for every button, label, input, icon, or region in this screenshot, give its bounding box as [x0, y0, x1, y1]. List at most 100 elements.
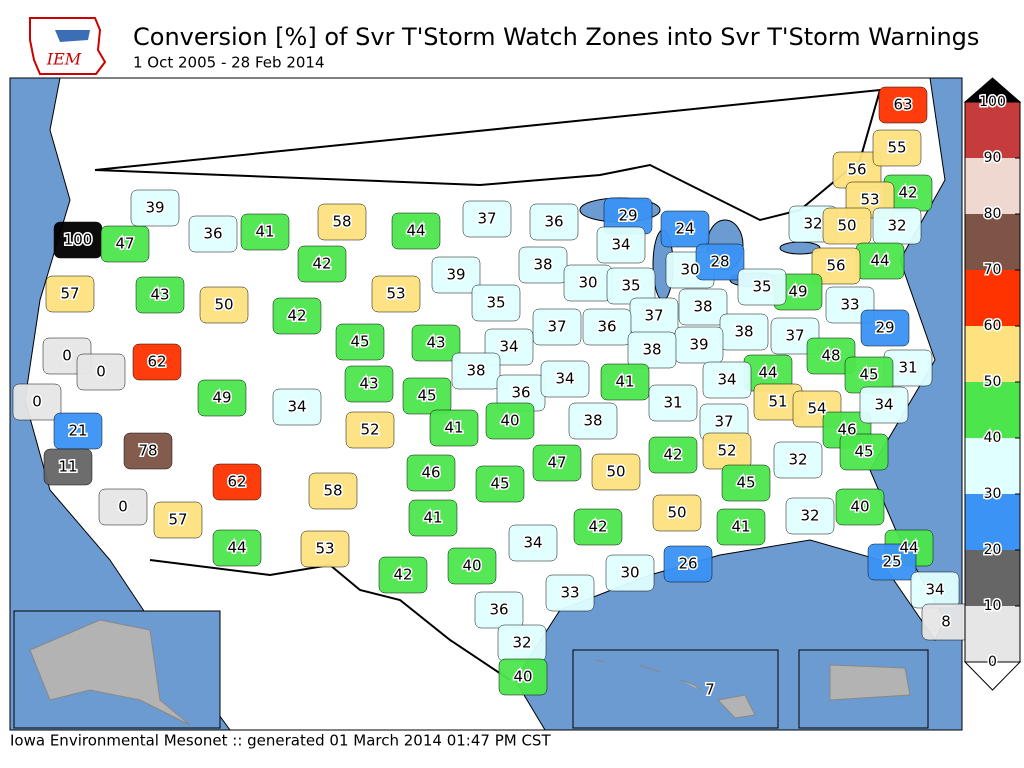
zone-label: 0: [32, 393, 42, 411]
zone-label: 31: [898, 359, 917, 377]
zone-label: 34: [611, 236, 630, 254]
zone-label: 38: [583, 412, 602, 430]
zone: [811, 247, 861, 285]
zone: [308, 472, 358, 510]
zone-label: 38: [642, 341, 661, 359]
map: 100 47 39 36 41 58 44 37 36 29 24 34 42 57 43 50 42 53 39 3…: [9, 77, 971, 731]
zone: [272, 388, 322, 426]
zone-label: 35: [752, 278, 771, 296]
logo-icon: [55, 30, 90, 42]
zone-label: 28: [710, 253, 729, 271]
zone-label: 32: [788, 451, 807, 469]
zone: [297, 245, 347, 283]
zone-label: 7: [705, 681, 715, 699]
zone: [130, 189, 180, 227]
zone: [462, 200, 512, 238]
zone: [471, 284, 521, 322]
zone-label: 41: [423, 509, 442, 527]
zone: [411, 324, 461, 362]
zone-label: 42: [663, 446, 682, 464]
zone: [532, 308, 582, 346]
zone-labels: 100 47 39 36 41 58 44 37 36 29 24 34 42 57 43 50 42 53 39 3…: [31, 94, 953, 700]
zone-label: 52: [717, 442, 736, 460]
zone-label: 34: [717, 371, 736, 389]
zone-label: 45: [350, 333, 369, 351]
zone-label: 44: [870, 252, 889, 270]
zone-label: 53: [315, 540, 334, 558]
zone: [402, 377, 452, 415]
zone-label: 32: [887, 217, 906, 235]
zone: [591, 453, 641, 491]
zone: [344, 365, 394, 403]
zone-label: 42: [588, 518, 607, 536]
zone: [663, 545, 713, 583]
zone: [540, 360, 590, 398]
zone-label: 0: [62, 347, 72, 365]
zone-label: 45: [490, 475, 509, 493]
colorbar-band: [965, 326, 1020, 382]
zone-label: 26: [678, 555, 697, 573]
zone: [197, 379, 247, 417]
zone: [188, 215, 238, 253]
zone-label: 32: [512, 634, 531, 652]
colorbar-band: [965, 158, 1020, 214]
zone-label: 43: [150, 286, 169, 304]
zone-label: 43: [359, 375, 378, 393]
zone: [135, 276, 185, 314]
zone-label: 41: [731, 518, 750, 536]
colorbar-tick-label: 50: [984, 374, 1002, 390]
zone: [451, 352, 501, 390]
zone: [678, 288, 728, 326]
zone-label: 55: [887, 139, 906, 157]
zone-label: 38: [734, 323, 753, 341]
footer: Iowa Environmental Mesonet :: generated …: [10, 732, 551, 750]
zone-label: 34: [523, 534, 542, 552]
zone: [272, 297, 322, 335]
zone-label: 41: [255, 223, 274, 241]
zone: [76, 353, 126, 391]
zone-label: 43: [426, 334, 445, 352]
zone: [153, 501, 203, 539]
zone-label: 49: [212, 389, 231, 407]
zone: [806, 337, 856, 375]
zone-label: 42: [312, 255, 331, 273]
zone-label: 38: [466, 362, 485, 380]
zone-label: 46: [421, 464, 440, 482]
zone: [648, 384, 698, 422]
zones: [12, 86, 971, 709]
zone: [785, 497, 835, 535]
zone-label: 30: [620, 564, 639, 582]
zone-label: 44: [899, 539, 918, 557]
colorbar-tick-label: 40: [984, 430, 1002, 446]
colorbar-tick-label: 0: [988, 654, 997, 670]
zone-label: 38: [533, 256, 552, 274]
zone-label: 51: [768, 393, 787, 411]
zone: [212, 529, 262, 567]
colorbar-tick-label: 30: [984, 486, 1002, 502]
colorbar-tick-label: 100: [979, 94, 1006, 110]
zone-label: 37: [547, 318, 566, 336]
zone-label: 45: [417, 387, 436, 405]
zone-label: 45: [859, 366, 878, 384]
zone: [822, 207, 872, 245]
zone: [431, 256, 481, 294]
zone-label: 56: [826, 257, 845, 275]
zone-label: 52: [360, 421, 379, 439]
zone-label: 44: [227, 539, 246, 557]
zone: [695, 243, 745, 281]
zone-label: 32: [803, 215, 822, 233]
zone-label: 45: [736, 474, 755, 492]
zone-label: 47: [115, 235, 134, 253]
zone: [475, 465, 525, 503]
subtitle: 1 Oct 2005 - 28 Feb 2014: [133, 54, 325, 72]
zone-label: 39: [689, 336, 708, 354]
colorbar-band: [965, 102, 1020, 158]
zone: [839, 433, 889, 471]
zone: [716, 508, 766, 546]
zone-label: 50: [214, 296, 233, 314]
zone: [605, 554, 655, 592]
logo-text: IEM: [46, 50, 82, 69]
border-mexico: [149, 559, 511, 681]
zone: [485, 402, 535, 440]
zone-label: 25: [882, 553, 901, 571]
